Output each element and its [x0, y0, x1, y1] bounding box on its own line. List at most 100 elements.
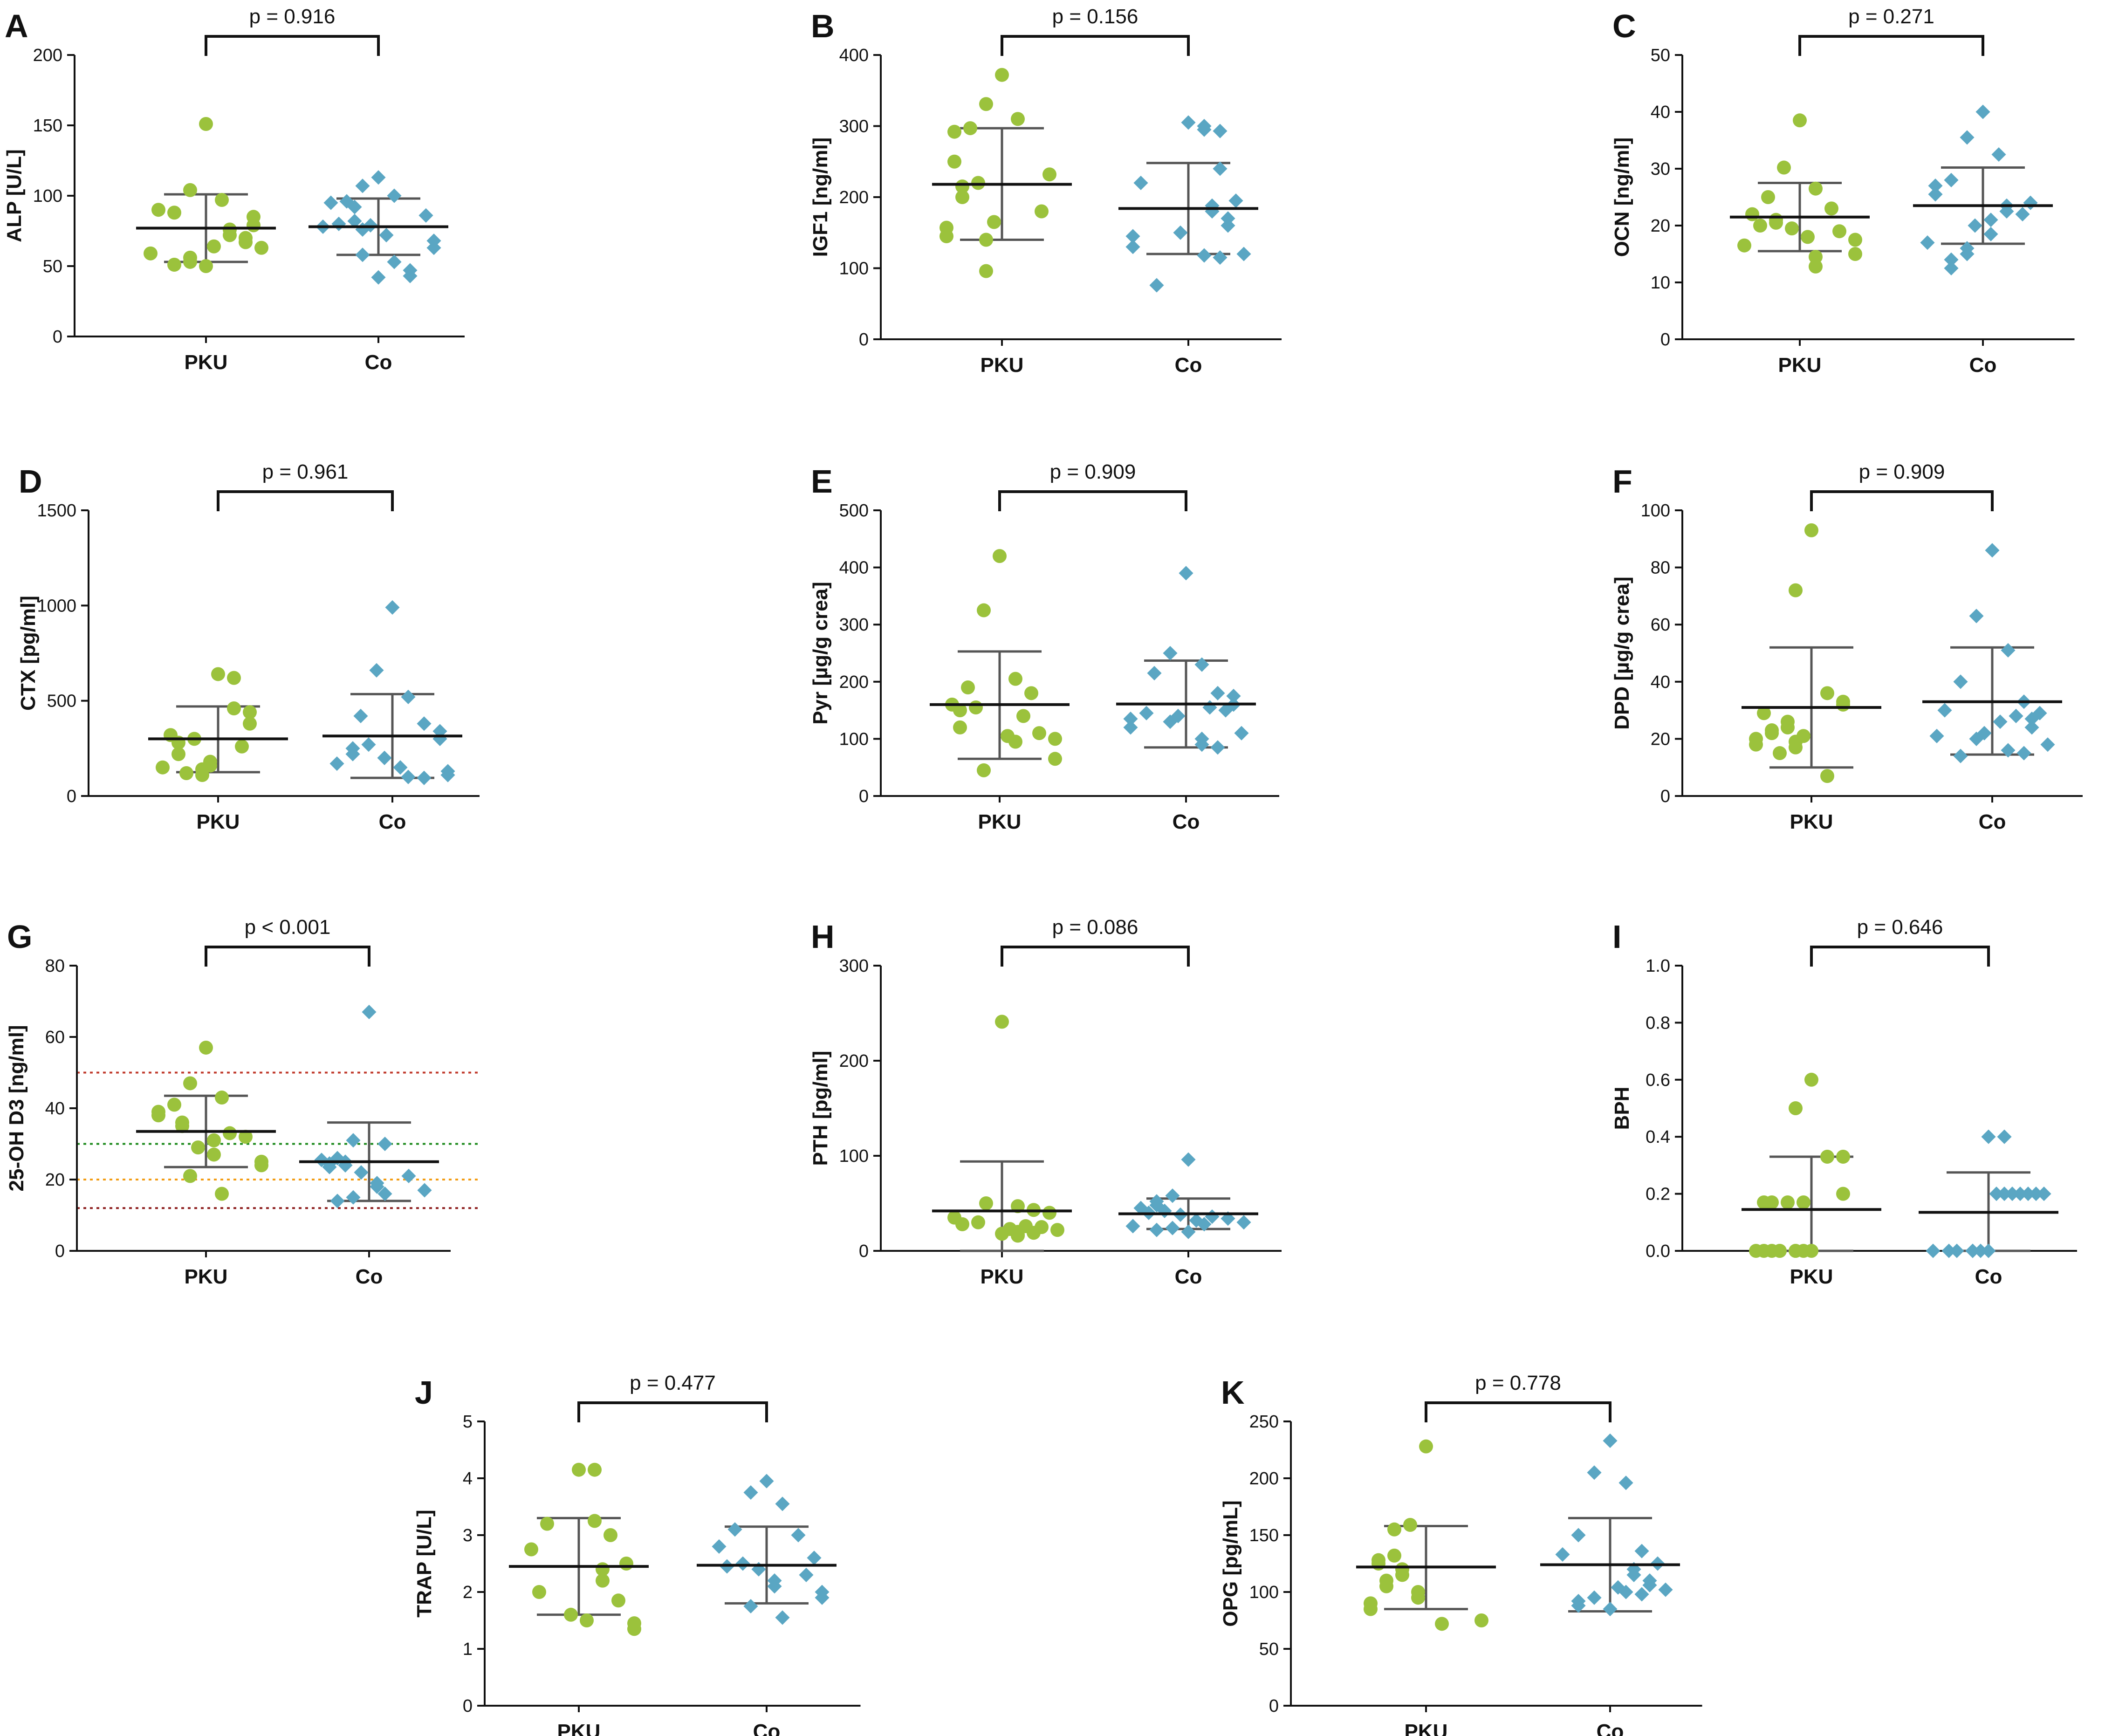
data-point [211, 667, 225, 681]
significance-bracket [217, 490, 394, 511]
data-point [1149, 1222, 1164, 1237]
data-point [564, 1607, 578, 1622]
data-point [239, 1130, 253, 1144]
data-point [1163, 714, 1178, 729]
data-point [1603, 1433, 1618, 1448]
y-tick-label: 500 [839, 501, 869, 521]
data-point [1965, 1243, 1980, 1258]
data-point [401, 769, 416, 784]
data-point [1213, 250, 1228, 265]
data-point [183, 1076, 197, 1091]
data-point [939, 229, 953, 243]
data-point [955, 190, 969, 204]
data-point [1820, 769, 1834, 783]
data-point [417, 770, 432, 785]
y-tick-label: 50 [1259, 1640, 1279, 1659]
y-tick-label: 1500 [37, 501, 76, 521]
panel-f: 0 20 40 60 80 100 DPD [µg/g crea] F PKU Co p = 0.9… [1611, 460, 2083, 833]
panel-e: 0 100 200 300 400 500 Pyr [µg/g crea] E PKU Co p =… [809, 460, 1279, 833]
y-tick-label: 40 [1651, 103, 1670, 122]
data-point [1634, 1587, 1649, 1602]
y-tick-label: 60 [1651, 615, 1670, 635]
data-point [971, 1215, 985, 1229]
y-tick-label: 300 [839, 956, 869, 976]
y-tick-label: 0.8 [1646, 1013, 1670, 1033]
y-tick-label: 1000 [37, 596, 76, 616]
data-point [1836, 697, 1850, 712]
data-point [1379, 1579, 1393, 1593]
y-tick-label: 0.4 [1646, 1127, 1670, 1147]
data-point [524, 1542, 538, 1557]
data-point [611, 1593, 625, 1608]
data-point [799, 1567, 814, 1582]
y-tick-label: 1 [463, 1640, 473, 1659]
data-point [207, 1133, 221, 1147]
data-point [354, 1165, 369, 1180]
data-point [1221, 218, 1235, 233]
x-tick-label: Co [1975, 1265, 2002, 1288]
y-tick-label: 200 [839, 672, 869, 692]
data-point [1125, 1219, 1140, 1234]
y-axis-label: OCN [ng/ml] [1611, 137, 1633, 257]
data-point [1765, 726, 1779, 741]
data-point [418, 208, 433, 223]
data-point [1983, 226, 1998, 241]
data-point [961, 680, 975, 695]
x-tick-label: Co [1175, 354, 1202, 377]
data-point [1618, 1585, 1633, 1599]
data-point [227, 671, 241, 685]
data-point [971, 176, 985, 190]
data-point [362, 1004, 377, 1020]
data-point [993, 549, 1007, 563]
data-point [1757, 1244, 1771, 1258]
x-tick-label: Co [365, 351, 392, 374]
data-point [1372, 1557, 1385, 1571]
data-point [2015, 207, 2030, 222]
data-point [1218, 703, 1233, 718]
data-point [199, 259, 213, 273]
x-tick-label: PKU [557, 1720, 601, 1736]
y-tick-label: 0.2 [1646, 1185, 1670, 1204]
data-point [330, 1194, 345, 1208]
data-point [1765, 1195, 1779, 1209]
panel-letter: E [811, 463, 833, 500]
data-point [1133, 175, 1148, 191]
panel-k: 0 50 100 150 200 250 OPG [pg/mL] K PKU Co p = 0.77… [1219, 1372, 1702, 1736]
y-axis-label: BPH [1611, 1087, 1633, 1130]
data-point [1781, 1195, 1795, 1209]
data-point [1968, 218, 1982, 233]
series-co [1922, 543, 2062, 763]
data-point [353, 708, 368, 723]
data-point [1809, 259, 1823, 274]
x-tick-label: PKU [1778, 354, 1822, 377]
data-point [1197, 1217, 1212, 1232]
data-point [1234, 726, 1249, 741]
series-pku [1742, 1072, 1881, 1258]
p-value-label: p = 0.909 [1050, 460, 1136, 483]
data-point [712, 1539, 727, 1554]
data-point [171, 747, 185, 762]
significance-bracket [1001, 946, 1190, 967]
data-point [167, 257, 181, 272]
data-point [775, 1496, 790, 1511]
data-point [417, 716, 432, 731]
data-point [243, 705, 257, 720]
data-point [1789, 1101, 1803, 1115]
y-tick-label: 100 [839, 259, 869, 279]
series-pku [930, 549, 1070, 777]
y-tick-label: 200 [839, 188, 869, 207]
data-point [1435, 1617, 1449, 1631]
y-tick-label: 300 [839, 117, 869, 137]
panel-letter: A [5, 8, 28, 44]
p-value-label: p = 0.271 [1848, 5, 1934, 28]
data-point [979, 264, 993, 278]
data-point [627, 1622, 641, 1636]
data-point [1801, 230, 1815, 244]
data-point [1773, 1244, 1787, 1258]
data-point [1474, 1613, 1488, 1627]
data-point [1008, 734, 1022, 749]
series-co [1540, 1433, 1680, 1617]
data-point [572, 1462, 586, 1477]
p-value-label: p < 0.001 [245, 916, 331, 939]
data-point [144, 246, 158, 261]
